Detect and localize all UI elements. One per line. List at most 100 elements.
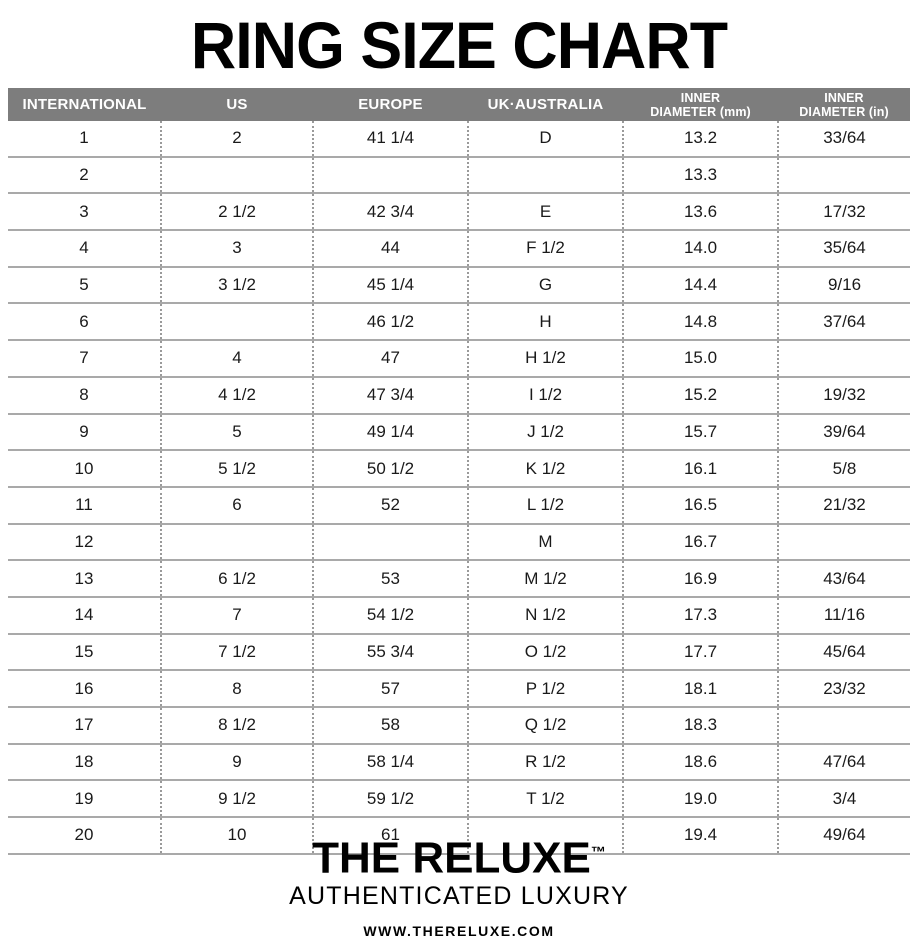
table-row: 9 5 49 1/4 J 1/2 15.7 39/64	[8, 412, 910, 451]
table-row: 10 5 1/2 50 1/2 K 1/2 16.1 5/8	[8, 449, 910, 487]
column-header-uk_australia: UK·AUSTRALIA	[468, 88, 623, 121]
cell-inner_in	[778, 339, 910, 377]
cell-uk_australia: H	[468, 302, 624, 341]
cell-uk_australia: D	[468, 121, 624, 157]
ring-size-table: INTERNATIONAL US EUROPE UK·AUSTRALIA INNER DI…	[8, 88, 910, 855]
column-header-inner_mm-line2: DIAMETER (mm)	[650, 104, 751, 119]
brand-website-url[interactable]: WWW.THERELUXE.COM	[363, 922, 555, 939]
cell-inner_mm: 17.3	[623, 595, 779, 634]
brand-tagline: AUTHENTICATED LUXURY	[289, 881, 629, 910]
cell-inner_in: 39/64	[778, 412, 910, 451]
cell-inner_in	[778, 706, 910, 744]
cell-uk_australia: L 1/2	[468, 485, 624, 524]
cell-international: 17	[8, 706, 162, 744]
cell-inner_mm: 13.3	[623, 155, 779, 194]
column-header-inner_in-line1: INNER	[824, 90, 864, 105]
cell-europe: 55 3/4	[313, 632, 469, 671]
cell-international: 10	[8, 449, 162, 487]
cell-inner_in: 9/16	[778, 265, 910, 304]
cell-europe: 53	[313, 559, 469, 597]
cell-inner_in: 5/8	[778, 449, 910, 487]
cell-inner_in: 35/64	[778, 229, 910, 267]
cell-international: 3	[8, 192, 162, 231]
cell-inner_in: 11/16	[778, 595, 910, 634]
column-header-us: US	[161, 88, 313, 121]
cell-uk_australia: H 1/2	[468, 339, 624, 377]
cell-inner_mm: 14.0	[623, 229, 779, 267]
cell-uk_australia: R 1/2	[468, 742, 624, 781]
brand-name: THE RELUXE™	[0, 830, 918, 882]
cell-inner_mm: 16.9	[623, 559, 779, 597]
column-header-inner_mm-line1: INNER	[680, 90, 721, 105]
cell-us: 7	[161, 595, 314, 634]
cell-europe	[313, 522, 469, 561]
cell-europe: 44	[313, 229, 469, 267]
cell-inner_in: 37/64	[778, 302, 910, 341]
size-chart-container: INTERNATIONAL US EUROPE UK·AUSTRALIA INNER DI…	[8, 88, 910, 855]
cell-inner_in: 49/64	[778, 816, 910, 855]
cell-europe: 61	[313, 816, 469, 855]
cell-us: 3	[161, 229, 314, 267]
cell-europe: 52	[313, 485, 469, 524]
cell-us: 5	[161, 412, 314, 451]
cell-us	[161, 155, 314, 194]
cell-us: 3 1/2	[161, 265, 314, 304]
cell-us: 8	[161, 669, 314, 707]
cell-us	[161, 522, 314, 561]
cell-inner_in: 23/32	[778, 669, 910, 707]
cell-us: 9	[161, 742, 314, 781]
cell-inner_in: 33/64	[778, 121, 910, 157]
cell-europe: 41 1/4	[313, 121, 469, 157]
cell-us: 6	[161, 485, 314, 524]
table-header-row: INTERNATIONAL US EUROPE UK·AUSTRALIA INNER DI…	[8, 88, 910, 121]
cell-us: 4 1/2	[161, 375, 314, 414]
cell-inner_in: 19/32	[778, 375, 910, 414]
cell-uk_australia: O 1/2	[468, 632, 624, 671]
cell-uk_australia: I 1/2	[468, 375, 624, 414]
cell-uk_australia: E	[468, 192, 624, 231]
column-header-inner_in-line2: DIAMETER (in)	[799, 104, 889, 119]
cell-inner_in: 3/4	[778, 779, 910, 818]
cell-inner_mm: 16.7	[623, 522, 779, 561]
table-row: 1 2 41 1/4 D 13.2 33/64	[8, 121, 910, 157]
brand-footer: THE RELUXE™ AUTHENTICATED LUXURY WWW.THE…	[0, 830, 918, 940]
cell-international: 7	[8, 339, 162, 377]
ring-size-chart-page: RING SIZE CHART INTERNATIONAL US EUROPE UK·…	[8, 8, 910, 939]
cell-international: 19	[8, 779, 162, 818]
cell-uk_australia: P 1/2	[468, 669, 624, 707]
cell-inner_in: 21/32	[778, 485, 910, 524]
cell-europe: 42 3/4	[313, 192, 469, 231]
table-row: 2 13.3	[8, 155, 910, 194]
cell-international: 14	[8, 595, 162, 634]
cell-uk_australia	[468, 816, 624, 855]
cell-us: 2	[161, 121, 314, 157]
cell-uk_australia: T 1/2	[468, 779, 624, 818]
cell-international: 11	[8, 485, 162, 524]
cell-us: 4	[161, 339, 314, 377]
table-row: 12 M 16.7	[8, 522, 910, 561]
cell-europe: 58 1/4	[313, 742, 469, 781]
cell-europe: 54 1/2	[313, 595, 469, 634]
cell-inner_mm: 13.2	[623, 121, 779, 157]
cell-inner_in: 17/32	[778, 192, 910, 231]
brand-name-text: THE RELUXE	[312, 833, 591, 883]
cell-uk_australia: M 1/2	[468, 559, 624, 597]
cell-europe: 47	[313, 339, 469, 377]
column-header-inner_mm: INNER DIAMETER (mm)	[623, 88, 778, 121]
cell-inner_in: 43/64	[778, 559, 910, 597]
table-row: 17 8 1/2 58 Q 1/2 18.3	[8, 706, 910, 744]
column-header-inner_in: INNER DIAMETER (in)	[778, 88, 910, 121]
cell-inner_mm: 14.8	[623, 302, 779, 341]
cell-international: 2	[8, 155, 162, 194]
cell-uk_australia: Q 1/2	[468, 706, 624, 744]
cell-us	[161, 302, 314, 341]
cell-us: 8 1/2	[161, 706, 314, 744]
cell-uk_australia: F 1/2	[468, 229, 624, 267]
cell-international: 5	[8, 265, 162, 304]
table-row: 15 7 1/2 55 3/4 O 1/2 17.7 45/64	[8, 632, 910, 671]
cell-international: 15	[8, 632, 162, 671]
cell-inner_in: 47/64	[778, 742, 910, 781]
